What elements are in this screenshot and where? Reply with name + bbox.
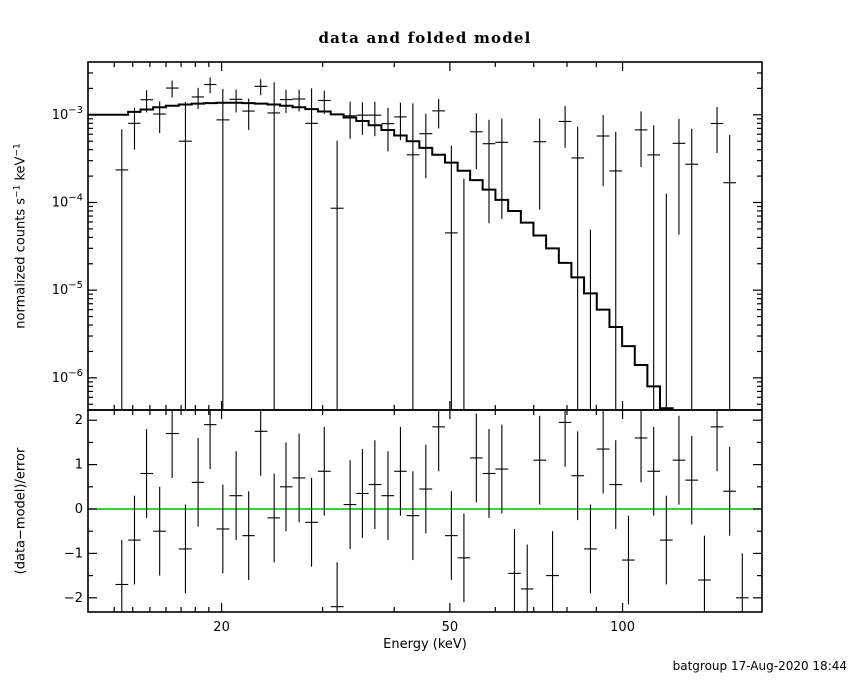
tick-labels: 20 50 100 10−3 10−4 10−5 10−6 −2 −1 0 1 2 bbox=[52, 105, 635, 635]
axis-frames bbox=[87, 61, 763, 613]
model-step-line bbox=[88, 101, 674, 410]
svg-text:10−3: 10−3 bbox=[52, 105, 83, 123]
svg-text:50: 50 bbox=[442, 620, 459, 635]
residual-data-points bbox=[115, 410, 749, 612]
svg-text:10−4: 10−4 bbox=[52, 192, 83, 210]
svg-text:2: 2 bbox=[75, 413, 83, 428]
timestamp-label: batgroup 17-Aug-2020 18:44 bbox=[672, 659, 847, 673]
svg-text:0: 0 bbox=[75, 502, 83, 517]
svg-text:20: 20 bbox=[213, 620, 230, 635]
plot-title: data and folded model bbox=[318, 29, 532, 47]
spectrum-data-points bbox=[115, 77, 736, 410]
svg-text:−2: −2 bbox=[64, 591, 83, 606]
svg-text:10−6: 10−6 bbox=[52, 368, 83, 386]
axis-ticks bbox=[88, 62, 762, 612]
svg-text:100: 100 bbox=[610, 620, 635, 635]
svg-text:10−5: 10−5 bbox=[52, 280, 83, 298]
svg-text:−1: −1 bbox=[64, 546, 83, 561]
energy-axis-label: Energy (keV) bbox=[383, 637, 467, 652]
svg-text:1: 1 bbox=[75, 458, 83, 473]
